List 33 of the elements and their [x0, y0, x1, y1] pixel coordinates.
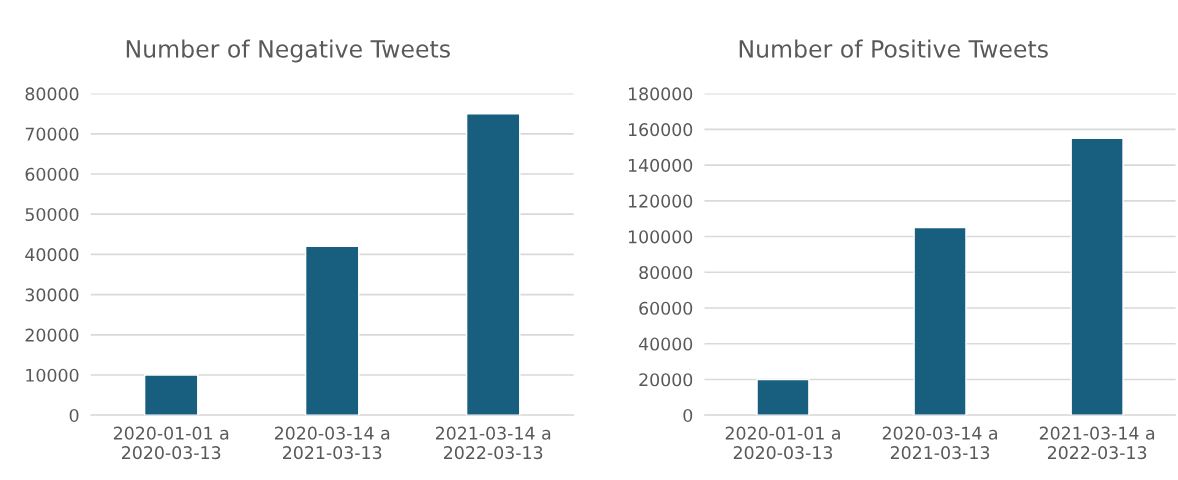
x-tick-label: 2021-03-14 a 2022-03-13: [1039, 426, 1155, 460]
chart-title: Number of Negative Tweets: [126, 39, 450, 63]
y-tick-label: 20000: [639, 373, 693, 387]
y-tick-label: 10000: [26, 368, 79, 382]
bar: [304, 245, 360, 416]
y-tick-label: 120000: [628, 194, 693, 208]
bar: [913, 226, 967, 416]
x-tick-label: 2021-03-14 a 2022-03-13: [435, 426, 551, 460]
bar: [756, 378, 810, 416]
chart-title: Number of Positive Tweets: [739, 39, 1048, 58]
y-tick-label: 160000: [628, 123, 693, 137]
y-tick-label: 30000: [25, 288, 79, 302]
bar: [465, 113, 521, 416]
y-tick-label: 70000: [25, 127, 79, 141]
y-tick-label: 80000: [639, 265, 693, 280]
x-tick-label: 2020-03-14 a 2021-03-13: [274, 426, 390, 460]
bar: [1070, 137, 1124, 416]
x-tick-label: 2020-01-01 a 2020-03-13: [725, 426, 840, 460]
y-tick-label: 40000: [25, 248, 79, 262]
y-tick-label: 50000: [25, 207, 79, 222]
y-tick-label: 180000: [628, 87, 693, 101]
y-tick-label: 40000: [638, 337, 693, 351]
x-tick-label: 2020-01-01 a 2020-03-13: [113, 426, 229, 460]
y-tick-label: 140000: [628, 158, 693, 172]
y-tick-label: 60000: [639, 301, 693, 315]
y-tick-label: 100000: [628, 230, 693, 244]
y-tick-label: 0: [69, 408, 79, 423]
y-tick-label: 0: [683, 408, 693, 423]
y-tick-label: 80000: [25, 87, 79, 101]
y-tick-label: 20000: [25, 328, 79, 342]
x-tick-label: 2020-03-14 a 2021-03-13: [882, 426, 997, 460]
bar: [143, 374, 199, 416]
y-tick-label: 60000: [25, 167, 79, 181]
